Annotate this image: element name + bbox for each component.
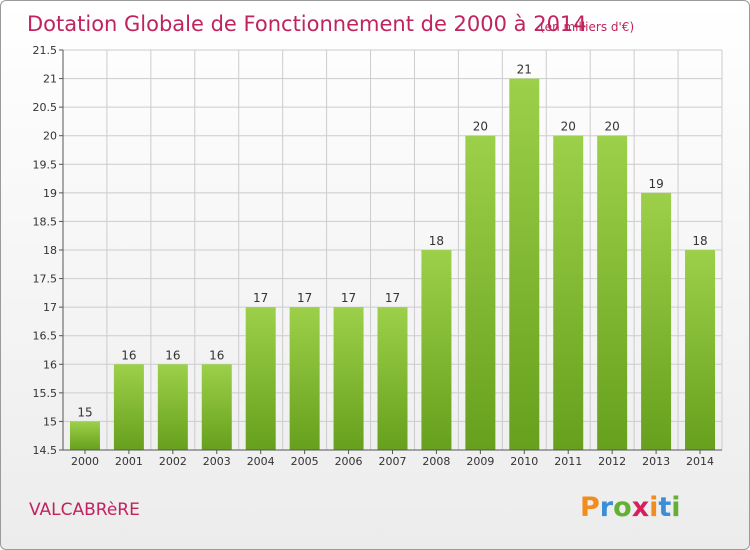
y-tick-label: 18 xyxy=(43,244,57,257)
logo-letter: i xyxy=(649,492,658,523)
x-tick-label: 2007 xyxy=(379,455,407,468)
logo-letter: o xyxy=(613,492,632,523)
bar-value-label: 16 xyxy=(121,348,136,362)
y-tick-label: 14.5 xyxy=(33,444,58,457)
y-tick-label: 20 xyxy=(43,130,57,143)
commune-name: VALCABRèRE xyxy=(29,500,140,520)
bar xyxy=(465,135,496,450)
bar xyxy=(113,364,144,450)
x-tick-label: 2013 xyxy=(642,455,670,468)
bar xyxy=(69,421,100,450)
bar-value-label: 19 xyxy=(648,177,663,191)
bar xyxy=(509,78,540,451)
y-tick-label: 15 xyxy=(43,415,57,428)
chart-unit: (en milliers d'€) xyxy=(540,20,634,34)
bar-value-label: 20 xyxy=(473,120,488,134)
y-tick-label: 15.5 xyxy=(33,387,58,400)
y-tick-label: 18.5 xyxy=(33,215,58,228)
x-tick-label: 2014 xyxy=(686,455,714,468)
y-tick-label: 16 xyxy=(43,358,57,371)
bar-value-label: 17 xyxy=(297,291,312,305)
bar-value-label: 17 xyxy=(385,291,400,305)
bar-value-label: 18 xyxy=(429,234,444,248)
logo-letter: i xyxy=(671,492,680,523)
bar-value-label: 16 xyxy=(165,348,180,362)
y-tick-label: 16.5 xyxy=(33,330,58,343)
bar xyxy=(245,307,276,450)
x-tick-label: 2011 xyxy=(554,455,582,468)
y-tick-label: 17 xyxy=(43,301,57,314)
bar-value-label: 16 xyxy=(209,348,224,362)
bar-value-label: 18 xyxy=(692,234,707,248)
x-tick-label: 2000 xyxy=(71,455,99,468)
y-tick-label: 19.5 xyxy=(33,158,58,171)
bar xyxy=(553,135,584,450)
proxiti-logo: Proxiti xyxy=(580,492,681,523)
x-tick-label: 2001 xyxy=(115,455,143,468)
x-tick-label: 2010 xyxy=(510,455,538,468)
bar-value-label: 17 xyxy=(253,291,268,305)
bar xyxy=(157,364,188,450)
bar-value-label: 17 xyxy=(341,291,356,305)
axis-layer: 14.5 15 15.5 16 16.5 17 17.5 18 18.5 19 19.5 20 20.5… xyxy=(33,44,722,468)
x-tick-label: 2004 xyxy=(247,455,275,468)
bar xyxy=(289,307,320,450)
bar-value-label: 15 xyxy=(77,405,92,419)
bar-layer: 15 16 16 16 17 17 17 17 18 20 21 20 20 19 18 xyxy=(69,63,716,451)
bar xyxy=(597,135,628,450)
x-tick-label: 2008 xyxy=(422,455,450,468)
x-tick-label: 2009 xyxy=(466,455,494,468)
x-tick-label: 2012 xyxy=(598,455,626,468)
logo-letter: r xyxy=(600,492,614,523)
bar xyxy=(641,192,672,450)
bar xyxy=(377,307,408,450)
y-tick-label: 21.5 xyxy=(33,44,58,57)
y-tick-label: 21 xyxy=(43,73,57,86)
bar xyxy=(685,250,716,450)
logo-letter: x xyxy=(632,492,649,523)
y-tick-label: 19 xyxy=(43,187,57,200)
bar xyxy=(201,364,232,450)
x-tick-label: 2002 xyxy=(159,455,187,468)
logo-letter: P xyxy=(580,492,600,523)
x-tick-label: 2006 xyxy=(335,455,363,468)
y-tick-label: 17.5 xyxy=(33,273,58,286)
bar-value-label: 20 xyxy=(561,120,576,134)
x-tick-label: 2003 xyxy=(203,455,231,468)
bar xyxy=(421,250,452,450)
logo-letter: t xyxy=(658,492,671,523)
bar xyxy=(333,307,364,450)
chart-title: Dotation Globale de Fonctionnement de 20… xyxy=(27,12,587,36)
x-tick-label: 2005 xyxy=(291,455,319,468)
bar-value-label: 21 xyxy=(517,63,532,77)
y-tick-label: 20.5 xyxy=(33,101,58,114)
bar-value-label: 20 xyxy=(605,120,620,134)
